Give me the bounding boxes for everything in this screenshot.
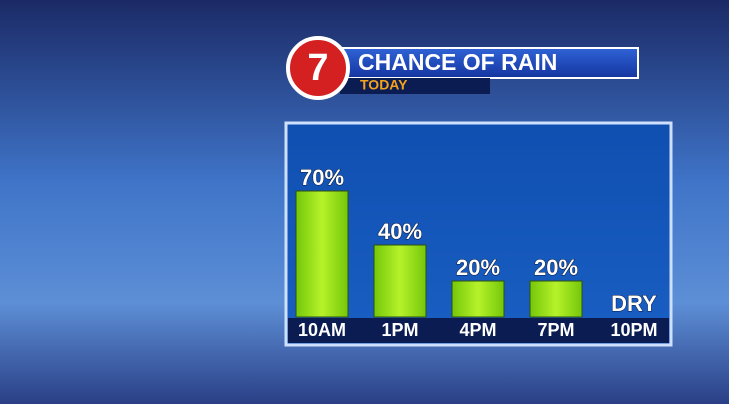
chart-subtitle: TODAY [360, 77, 408, 93]
logo-text: 7 [307, 47, 328, 89]
value-label: 20% [456, 255, 500, 280]
category-strip [288, 318, 669, 343]
category-label: 4PM [459, 320, 496, 340]
category-label: 1PM [381, 320, 418, 340]
category-label: 10PM [610, 320, 657, 340]
bar [529, 280, 583, 318]
logo [286, 36, 350, 100]
bar [295, 190, 349, 318]
category-label: 7PM [537, 320, 574, 340]
value-label: 70% [300, 165, 344, 190]
chart-title: CHANCE OF RAIN [358, 49, 557, 75]
category-label: 10AM [298, 320, 346, 340]
value-label: DRY [611, 291, 657, 316]
bar [373, 244, 427, 318]
value-label: 20% [534, 255, 578, 280]
value-label: 40% [378, 219, 422, 244]
bar [451, 280, 505, 318]
subtitle-banner [340, 78, 490, 94]
